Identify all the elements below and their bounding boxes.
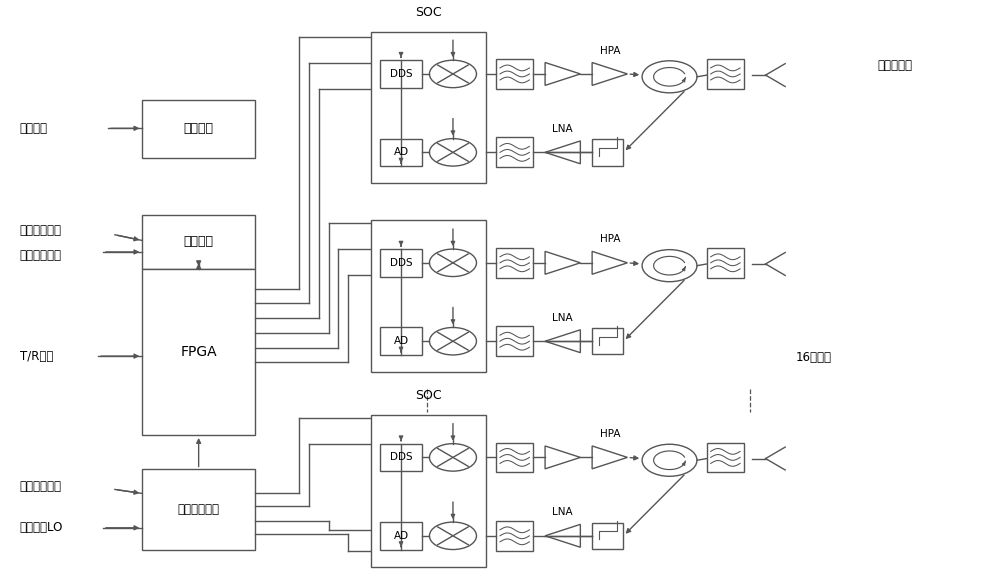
Bar — [496, 59, 533, 89]
Text: 电光转换: 电光转换 — [184, 235, 214, 248]
Bar — [496, 443, 533, 472]
Bar — [380, 522, 422, 550]
Bar — [142, 100, 255, 158]
Text: 16个通道: 16个通道 — [796, 352, 832, 364]
Bar — [707, 59, 744, 89]
Bar — [371, 221, 486, 372]
Bar — [496, 326, 533, 356]
Text: LNA: LNA — [552, 124, 573, 134]
Text: 电源变换: 电源变换 — [184, 123, 214, 135]
Text: AD: AD — [393, 531, 409, 541]
Text: 上行基带信号: 上行基带信号 — [20, 224, 62, 237]
Bar — [142, 215, 255, 269]
Text: LNA: LNA — [552, 313, 573, 323]
Bar — [142, 470, 255, 550]
Text: DDS: DDS — [390, 453, 412, 463]
Bar — [380, 444, 422, 471]
Bar — [371, 32, 486, 183]
Bar — [380, 328, 422, 355]
Bar — [707, 248, 744, 278]
Bar — [142, 269, 255, 435]
Text: AD: AD — [393, 147, 409, 157]
Text: 本振信号LO: 本振信号LO — [20, 522, 63, 534]
Text: SOC: SOC — [415, 390, 442, 402]
Text: T/R脉冲: T/R脉冲 — [20, 350, 53, 363]
Text: HPA: HPA — [600, 235, 620, 245]
Text: HPA: HPA — [600, 46, 620, 55]
Bar — [380, 60, 422, 88]
Bar — [496, 137, 533, 167]
Text: SOC: SOC — [415, 6, 442, 19]
Text: FPGA: FPGA — [180, 345, 217, 359]
Bar — [707, 443, 744, 472]
Text: AD: AD — [393, 336, 409, 346]
Text: DDS: DDS — [390, 69, 412, 79]
Bar — [496, 521, 533, 551]
Bar — [371, 415, 486, 566]
Bar — [380, 249, 422, 277]
Text: HPA: HPA — [600, 429, 620, 439]
Bar — [380, 138, 422, 166]
Bar — [592, 523, 623, 549]
Bar — [592, 139, 623, 165]
Text: 直流电源: 直流电源 — [20, 122, 48, 135]
Text: DDS: DDS — [390, 258, 412, 268]
Text: LNA: LNA — [552, 507, 573, 517]
Bar — [592, 328, 623, 354]
Text: 射频滤波器: 射频滤波器 — [877, 59, 912, 72]
Text: 系统时钟信号: 系统时钟信号 — [20, 480, 62, 493]
Text: 下行基带信号: 下行基带信号 — [20, 249, 62, 262]
Bar — [496, 248, 533, 278]
Text: 信号分配网络: 信号分配网络 — [178, 503, 220, 516]
